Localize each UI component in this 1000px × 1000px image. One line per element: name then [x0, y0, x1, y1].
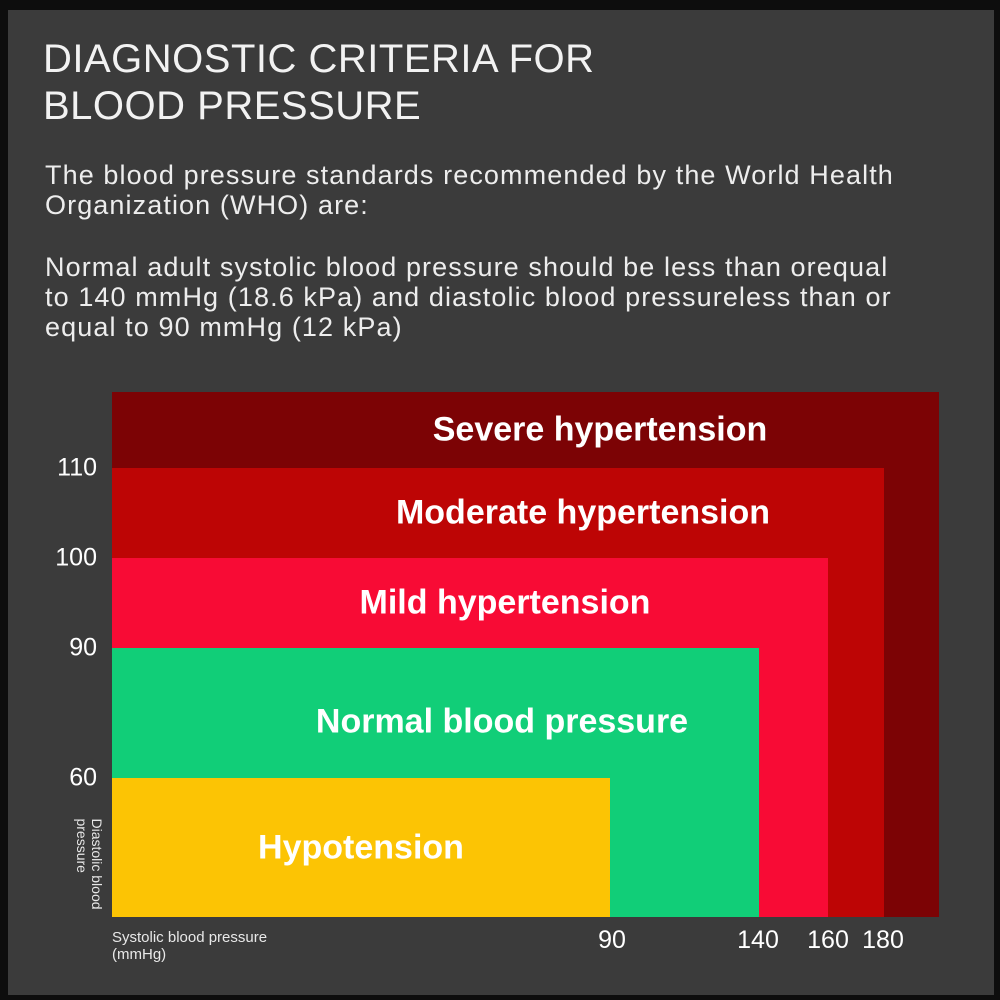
severe-hypertension-label: Severe hypertension — [432, 410, 768, 449]
y-axis-title: Diastolic blood pressure — [74, 818, 105, 910]
frame-border-bottom — [0, 995, 1000, 1000]
intro-line2: Organization (WHO) are: — [45, 190, 369, 220]
x-axis-title-line2: (mmHg) — [112, 946, 167, 963]
frame-border-top — [0, 0, 1000, 10]
criteria-line3: equal to 90 mmHg (12 kPa) — [45, 312, 403, 342]
y-axis-title-line1: Diastolic blood — [89, 818, 105, 910]
hypotension-box — [112, 778, 610, 917]
normal-blood-pressure-label: Normal blood pressure — [315, 702, 689, 741]
hypotension-label: Hypotension — [258, 828, 464, 867]
y-axis-title-line2: pressure — [74, 818, 90, 873]
moderate-hypertension-label: Moderate hypertension — [395, 493, 771, 532]
frame-border-right — [994, 0, 1000, 1000]
criteria-line1: Normal adult systolic blood pressure sho… — [45, 252, 889, 282]
y-axis-tick-60: 60 — [69, 763, 97, 792]
intro-paragraph: The blood pressure standards recommended… — [45, 160, 894, 220]
x-axis-tick-140: 140 — [737, 926, 779, 954]
x-axis-title-line1: Systolic blood pressure — [112, 929, 268, 946]
criteria-paragraph: Normal adult systolic blood pressure sho… — [45, 252, 892, 342]
x-axis-tick-90: 90 — [598, 926, 626, 954]
x-axis-tick-160: 160 — [807, 926, 849, 954]
mild-hypertension-label: Mild hypertension — [359, 583, 651, 622]
page-title-line2: BLOOD PRESSURE — [43, 84, 422, 128]
y-axis-tick-110: 110 — [57, 453, 97, 482]
y-axis-tick-90: 90 — [69, 633, 97, 662]
page-title: DIAGNOSTIC CRITERIA FOR BLOOD PRESSURE — [43, 36, 595, 130]
x-axis-tick-180: 180 — [862, 926, 904, 954]
frame-border-left — [0, 0, 8, 1000]
page-title-line1: DIAGNOSTIC CRITERIA FOR — [43, 37, 595, 81]
x-axis-title: Systolic blood pressure (mmHg) — [112, 929, 267, 963]
intro-line1: The blood pressure standards recommended… — [45, 160, 894, 190]
y-axis-tick-100: 100 — [55, 543, 97, 572]
criteria-line2: to 140 mmHg (18.6 kPa) and diastolic blo… — [45, 282, 892, 312]
